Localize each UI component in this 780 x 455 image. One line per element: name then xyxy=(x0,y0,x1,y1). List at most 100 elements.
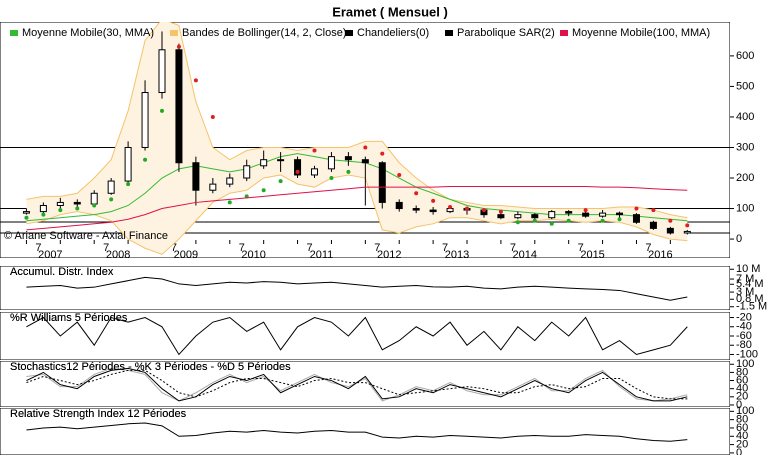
indicator-line xyxy=(26,276,688,301)
candle-body xyxy=(141,92,149,148)
sar-dot xyxy=(227,200,232,205)
legend-label: Moyenne Mobile(30, MMA) xyxy=(22,27,154,39)
legend-swatch xyxy=(445,30,453,36)
sar-dot xyxy=(532,218,537,223)
sar-dot xyxy=(515,220,520,225)
y-tick-label: 100 xyxy=(736,202,754,214)
y-tick-label: 100 xyxy=(736,405,754,417)
y-tick-label: -20 xyxy=(736,311,752,323)
candle-body xyxy=(158,49,166,94)
y-tick-label: 100 xyxy=(736,358,754,370)
candle-body xyxy=(39,204,47,213)
sar-dot xyxy=(261,188,266,193)
y-tick-label: 500 xyxy=(736,80,754,92)
candle-body xyxy=(277,159,285,162)
sar-dot xyxy=(159,108,164,113)
sar-dot xyxy=(75,206,80,211)
sar-dot xyxy=(566,218,571,223)
y-tick-label: 20 xyxy=(736,439,748,451)
plot-area xyxy=(0,408,730,455)
candle-body xyxy=(548,211,556,219)
y-tick-label: 7 M xyxy=(736,273,754,285)
sar-dot xyxy=(685,223,690,228)
sar-dot xyxy=(397,172,402,177)
x-tick-label: 7 xyxy=(510,242,516,254)
plot-area: 7200772008720097201072011720127201372014… xyxy=(0,22,730,261)
candle-body xyxy=(514,214,522,219)
x-tick-label: 2015 xyxy=(580,249,604,261)
candle-body xyxy=(226,177,234,185)
y-tick-label: 40 xyxy=(736,383,748,395)
x-tick-label: 7 xyxy=(239,242,245,254)
candle-body xyxy=(73,201,81,205)
y-tick-label: -60 xyxy=(736,330,752,342)
candle-body xyxy=(344,156,352,161)
indicator-line xyxy=(26,316,688,356)
y-tick-label: 0 xyxy=(736,233,742,245)
panel-title: %R Williams 5 Périodes xyxy=(10,312,128,324)
panel-title: Stochastics12 Périodes - %K 3 Périodes -… xyxy=(10,361,291,373)
x-tick-label: 7 xyxy=(578,242,584,254)
x-tick-label: 7 xyxy=(645,242,651,254)
y-tick-label: 80 xyxy=(736,414,748,426)
y-tick-label: -100 xyxy=(736,348,758,360)
sar-dot xyxy=(583,208,588,213)
y-tick-label: 40 xyxy=(736,430,748,442)
x-tick-label: 7 xyxy=(306,242,312,254)
candle-body xyxy=(294,159,302,176)
candle-body xyxy=(565,211,573,214)
panel-frame xyxy=(0,408,730,455)
legend-swatch xyxy=(560,30,568,36)
y-tick-label: 60 xyxy=(736,422,748,434)
legend-label: Chandeliers(0) xyxy=(357,27,429,39)
candle-body xyxy=(666,227,674,234)
x-tick-label: 7 xyxy=(442,242,448,254)
candle-body xyxy=(22,211,30,214)
sar-dot xyxy=(176,44,181,49)
x-tick-label: 2016 xyxy=(648,249,672,261)
candle-body xyxy=(192,162,200,191)
band-lower xyxy=(26,174,688,255)
candle-body xyxy=(260,159,268,167)
candle-body xyxy=(632,214,640,223)
x-tick-label: 2014 xyxy=(513,249,537,261)
band-fill xyxy=(26,22,688,255)
panel-title: Relative Strength Index 12 Périodes xyxy=(10,408,187,420)
candle-body xyxy=(175,49,183,164)
plot-area xyxy=(0,312,730,360)
sar-dot xyxy=(481,208,486,213)
candle-body xyxy=(107,180,115,194)
x-tick-label: 2010 xyxy=(241,249,265,261)
candle-body xyxy=(616,212,624,216)
sar-dot xyxy=(498,209,503,214)
sar-dot xyxy=(143,157,148,162)
x-tick-label: 2013 xyxy=(445,249,469,261)
candle-body xyxy=(209,183,217,191)
sar-dot xyxy=(329,176,334,181)
y-tick-label: 80 xyxy=(736,366,748,378)
sar-dot xyxy=(295,169,300,174)
sar-dot xyxy=(193,78,198,83)
sar-dot xyxy=(92,203,97,208)
y-tick-label: 60 xyxy=(736,374,748,386)
y-tick-label: 3 M xyxy=(736,286,754,298)
candle-body xyxy=(327,156,335,170)
x-tick-label: 2011 xyxy=(310,249,334,261)
line xyxy=(26,153,688,222)
sar-dot xyxy=(126,182,131,187)
plot-area xyxy=(0,361,730,407)
y-tick-label: 5.4 M xyxy=(736,278,764,290)
x-tick-label: 7 xyxy=(103,242,109,254)
annotation: © Ariane Software - Axial Finance xyxy=(4,230,168,242)
sar-dot xyxy=(431,198,436,203)
sar-dot xyxy=(380,151,385,156)
candle-body xyxy=(412,208,420,211)
legend-label: Moyenne Mobile(100, MMA) xyxy=(572,27,710,39)
legend-swatch xyxy=(10,30,18,36)
band-upper xyxy=(26,22,688,219)
y-tick-label: 400 xyxy=(736,111,754,123)
y-tick-label: 600 xyxy=(736,50,754,62)
sar-dot xyxy=(617,217,622,222)
legend-label: Parabolique SAR(2) xyxy=(457,27,555,39)
